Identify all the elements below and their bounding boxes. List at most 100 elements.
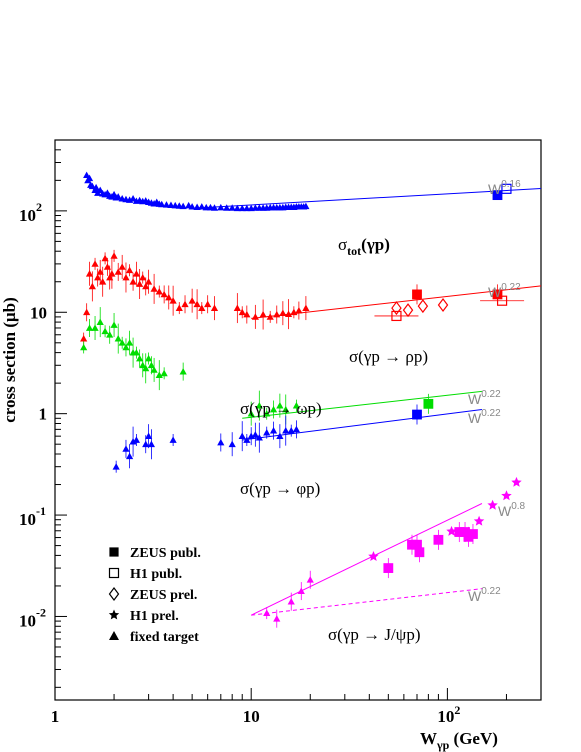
- rho-fixed-target-point: [142, 282, 150, 290]
- rho-fixed-target-point: [243, 310, 251, 318]
- rho-fixed-target-point: [204, 300, 212, 308]
- jpsi-zeus-publ-point: [414, 547, 425, 558]
- rho-zeus-publ-point: [492, 289, 503, 300]
- legend-marker-h1-prel: [108, 609, 120, 620]
- tot-fixed-target-point: [233, 204, 241, 212]
- phi-power-label: W0.22: [468, 408, 501, 426]
- x-axis-label-unit: (GeV): [449, 729, 498, 748]
- tot-fixed-target-point: [238, 204, 246, 212]
- rho-fixed-target-point: [198, 304, 206, 311]
- legend-marker-zeus-prel: [108, 587, 120, 601]
- legend-marker-h1-publ: [108, 567, 120, 579]
- tot-fixed-target-point: [158, 200, 166, 208]
- rho-fixed-target-point: [139, 273, 147, 281]
- y-tick-exponent: -1: [36, 504, 46, 518]
- rho-fixed-target-point: [188, 297, 196, 304]
- tot-fixed-target-point: [228, 204, 236, 211]
- omega-fixed-target-point: [132, 349, 141, 356]
- phi-power-exponent: 0.22: [481, 408, 501, 419]
- x-tick-label: 102: [437, 703, 460, 726]
- omega-zeus-publ-point: [423, 398, 434, 409]
- rho-fixed-target-point: [302, 304, 310, 311]
- legend-label: H1 prel.: [130, 609, 179, 624]
- omega-fixed-target-point: [101, 327, 109, 335]
- phi-fixed-target-point: [263, 429, 271, 436]
- y-tick-label: 1: [39, 405, 48, 424]
- tot-fixed-target-point: [162, 201, 171, 208]
- rho-fixed-target-point: [266, 313, 274, 320]
- rho-power-exponent: 0.22: [501, 282, 521, 293]
- jpsi-h1-prel-point: [487, 499, 498, 510]
- phi-fixed-target-point: [228, 440, 236, 448]
- jpsi-h1-prel-point: [501, 490, 512, 501]
- jpsi-h1-triangle-point: [297, 587, 305, 594]
- omega-fixed-target-point: [139, 361, 147, 369]
- jpsi-fixed-target-point: [287, 598, 295, 605]
- tot-fixed-target-point: [179, 202, 187, 210]
- legend-label: fixed target: [130, 630, 199, 645]
- phi-fixed-target-point: [269, 427, 278, 434]
- rho-fixed-target-point: [136, 280, 144, 287]
- legend-marker-zeus-publ: [109, 547, 119, 557]
- x-axis-label: Wγp (GeV): [420, 729, 498, 752]
- y-axis-label: cross section (μb): [0, 297, 19, 422]
- rho-fixed-target-point: [238, 308, 246, 316]
- rho-fixed-target-point: [114, 268, 122, 275]
- legend-label: ZEUS publ.: [130, 546, 201, 561]
- omega-fixed-target-point: [80, 343, 88, 351]
- jpsi-h1-triangle-point: [273, 615, 281, 622]
- omega-fixed-target-point: [263, 410, 271, 417]
- omega-fixed-target-point: [276, 402, 284, 409]
- tot-fixed-target-point: [302, 202, 310, 210]
- rho-fixed-target-point: [80, 334, 88, 342]
- phi-fixed-target-point: [112, 463, 120, 470]
- jpsi-power-label: W0.8: [498, 501, 526, 519]
- phi-fixed-target-point: [147, 440, 156, 448]
- y-tick-label: 102: [19, 200, 42, 225]
- y-tick-label: 10-2: [19, 605, 46, 630]
- omega-fixed-target-point: [147, 361, 156, 369]
- rho-fixed-target-point: [169, 297, 177, 304]
- tot-fixed-target-point: [188, 203, 196, 210]
- jpsi-process-label: σ(γp → J/ψp): [328, 625, 420, 644]
- rho-fixed-target-point: [251, 313, 259, 320]
- rho-fixed-target-point: [165, 293, 173, 301]
- jpsi-h1-prel-point: [473, 515, 485, 526]
- omega-fixed-target-point: [106, 331, 114, 338]
- jpsi-power-exponent-2: 0.22: [481, 586, 501, 597]
- omega-power-label: W0.22: [468, 389, 501, 407]
- jpsi-h1-prel-point: [511, 476, 522, 487]
- omega-fixed-target-point: [118, 339, 126, 346]
- omega-fixed-target-point: [96, 318, 104, 325]
- legend-label: ZEUS prel.: [130, 588, 197, 603]
- phi-fixed-target-point: [145, 432, 153, 440]
- omega-fixed-target-point: [91, 324, 99, 331]
- legend-marker-fixed-target: [109, 631, 119, 640]
- rho-fixed-target-point: [118, 263, 126, 270]
- phi-fixed-target-point: [255, 434, 263, 441]
- rho-fixed-target-point: [129, 278, 137, 285]
- jpsi-fixed-target-point: [263, 609, 271, 616]
- omega-process-label: σ(γp → ωp): [240, 399, 322, 418]
- phi-process-label: σ(γp → φp): [240, 479, 320, 498]
- rho-power-label: W0.22: [488, 282, 521, 300]
- y-tick-exponent: -2: [36, 605, 46, 619]
- omega-fixed-target-point: [110, 321, 118, 328]
- phi-fixed-target-point: [282, 427, 290, 434]
- jpsi-power-exponent: 0.8: [511, 501, 525, 512]
- phi-fixed-target-point: [243, 436, 251, 443]
- omega-power-exponent: 0.22: [481, 389, 501, 400]
- omega-fixed-target-point: [282, 405, 290, 413]
- rho-fixed-target-point: [193, 300, 201, 308]
- omega-fixed-target-point: [292, 402, 301, 409]
- rho-fixed-target-point: [125, 266, 134, 274]
- jpsi-h1-prel-point: [368, 551, 379, 561]
- rho-fixed-target-point: [279, 309, 287, 317]
- rho-fixed-target-point: [132, 270, 141, 277]
- x-axis-label-sub: γp: [436, 738, 450, 752]
- omega-fixed-target-point: [122, 343, 130, 351]
- x-tick-exponent: 2: [454, 703, 460, 717]
- omega-fixed-target-point: [155, 371, 163, 378]
- rho-fixed-target-point: [88, 282, 96, 290]
- rho-fixed-target-point: [295, 306, 303, 314]
